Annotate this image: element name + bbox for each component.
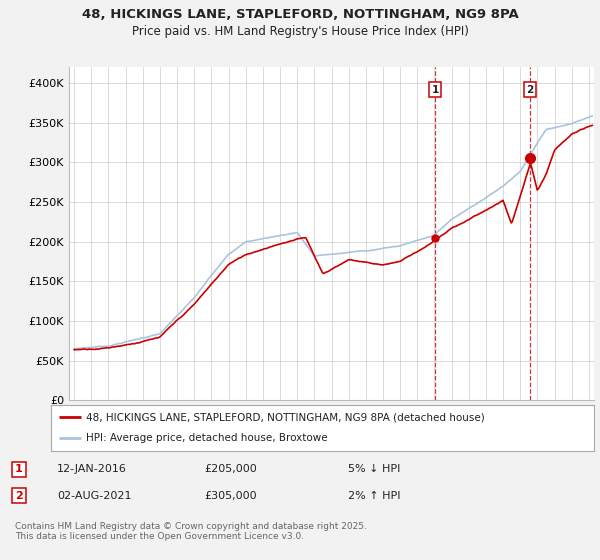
Text: 1: 1 xyxy=(431,85,439,95)
Text: 1: 1 xyxy=(15,464,23,474)
Text: Contains HM Land Registry data © Crown copyright and database right 2025.
This d: Contains HM Land Registry data © Crown c… xyxy=(15,522,367,542)
Text: £305,000: £305,000 xyxy=(204,491,257,501)
Text: 5% ↓ HPI: 5% ↓ HPI xyxy=(348,464,400,474)
Text: 48, HICKINGS LANE, STAPLEFORD, NOTTINGHAM, NG9 8PA: 48, HICKINGS LANE, STAPLEFORD, NOTTINGHA… xyxy=(82,8,518,21)
Text: 2% ↑ HPI: 2% ↑ HPI xyxy=(348,491,401,501)
Text: 48, HICKINGS LANE, STAPLEFORD, NOTTINGHAM, NG9 8PA (detached house): 48, HICKINGS LANE, STAPLEFORD, NOTTINGHA… xyxy=(86,412,485,422)
Text: HPI: Average price, detached house, Broxtowe: HPI: Average price, detached house, Brox… xyxy=(86,433,328,444)
Text: £205,000: £205,000 xyxy=(204,464,257,474)
Text: 12-JAN-2016: 12-JAN-2016 xyxy=(57,464,127,474)
Text: Price paid vs. HM Land Registry's House Price Index (HPI): Price paid vs. HM Land Registry's House … xyxy=(131,25,469,38)
Text: 2: 2 xyxy=(527,85,534,95)
Text: 2: 2 xyxy=(15,491,23,501)
Text: 02-AUG-2021: 02-AUG-2021 xyxy=(57,491,131,501)
